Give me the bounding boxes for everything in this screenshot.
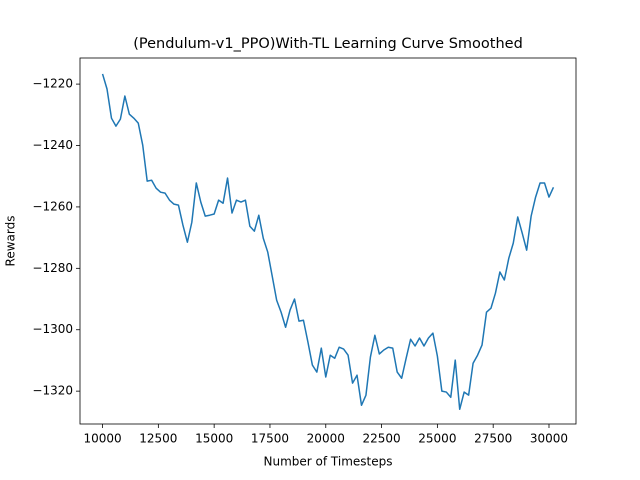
x-tick-label: 10000 xyxy=(83,432,121,446)
plot-frame xyxy=(79,57,577,425)
x-tick-label: 20000 xyxy=(307,432,345,446)
y-tick-label: −1300 xyxy=(32,322,73,336)
x-tick-label: 27500 xyxy=(474,432,512,446)
line-series xyxy=(101,73,555,411)
x-tick-label: 15000 xyxy=(195,432,233,446)
y-axis-label: Rewards xyxy=(4,216,18,267)
x-axis-label: Number of Timesteps xyxy=(264,455,393,469)
y-tick-label: −1220 xyxy=(32,77,73,91)
x-tick-label: 22500 xyxy=(362,432,400,446)
y-tick-label: −1320 xyxy=(32,384,73,398)
x-tick-label: 17500 xyxy=(251,432,289,446)
x-tick-label: 25000 xyxy=(418,432,456,446)
y-tick-label: −1280 xyxy=(32,261,73,275)
y-tick-label: −1260 xyxy=(32,199,73,213)
y-tick-label: −1240 xyxy=(32,138,73,152)
x-tick-label: 12500 xyxy=(139,432,177,446)
x-tick-label: 30000 xyxy=(530,432,568,446)
chart-title: (Pendulum-v1_PPO)With-TL Learning Curve … xyxy=(133,36,523,52)
